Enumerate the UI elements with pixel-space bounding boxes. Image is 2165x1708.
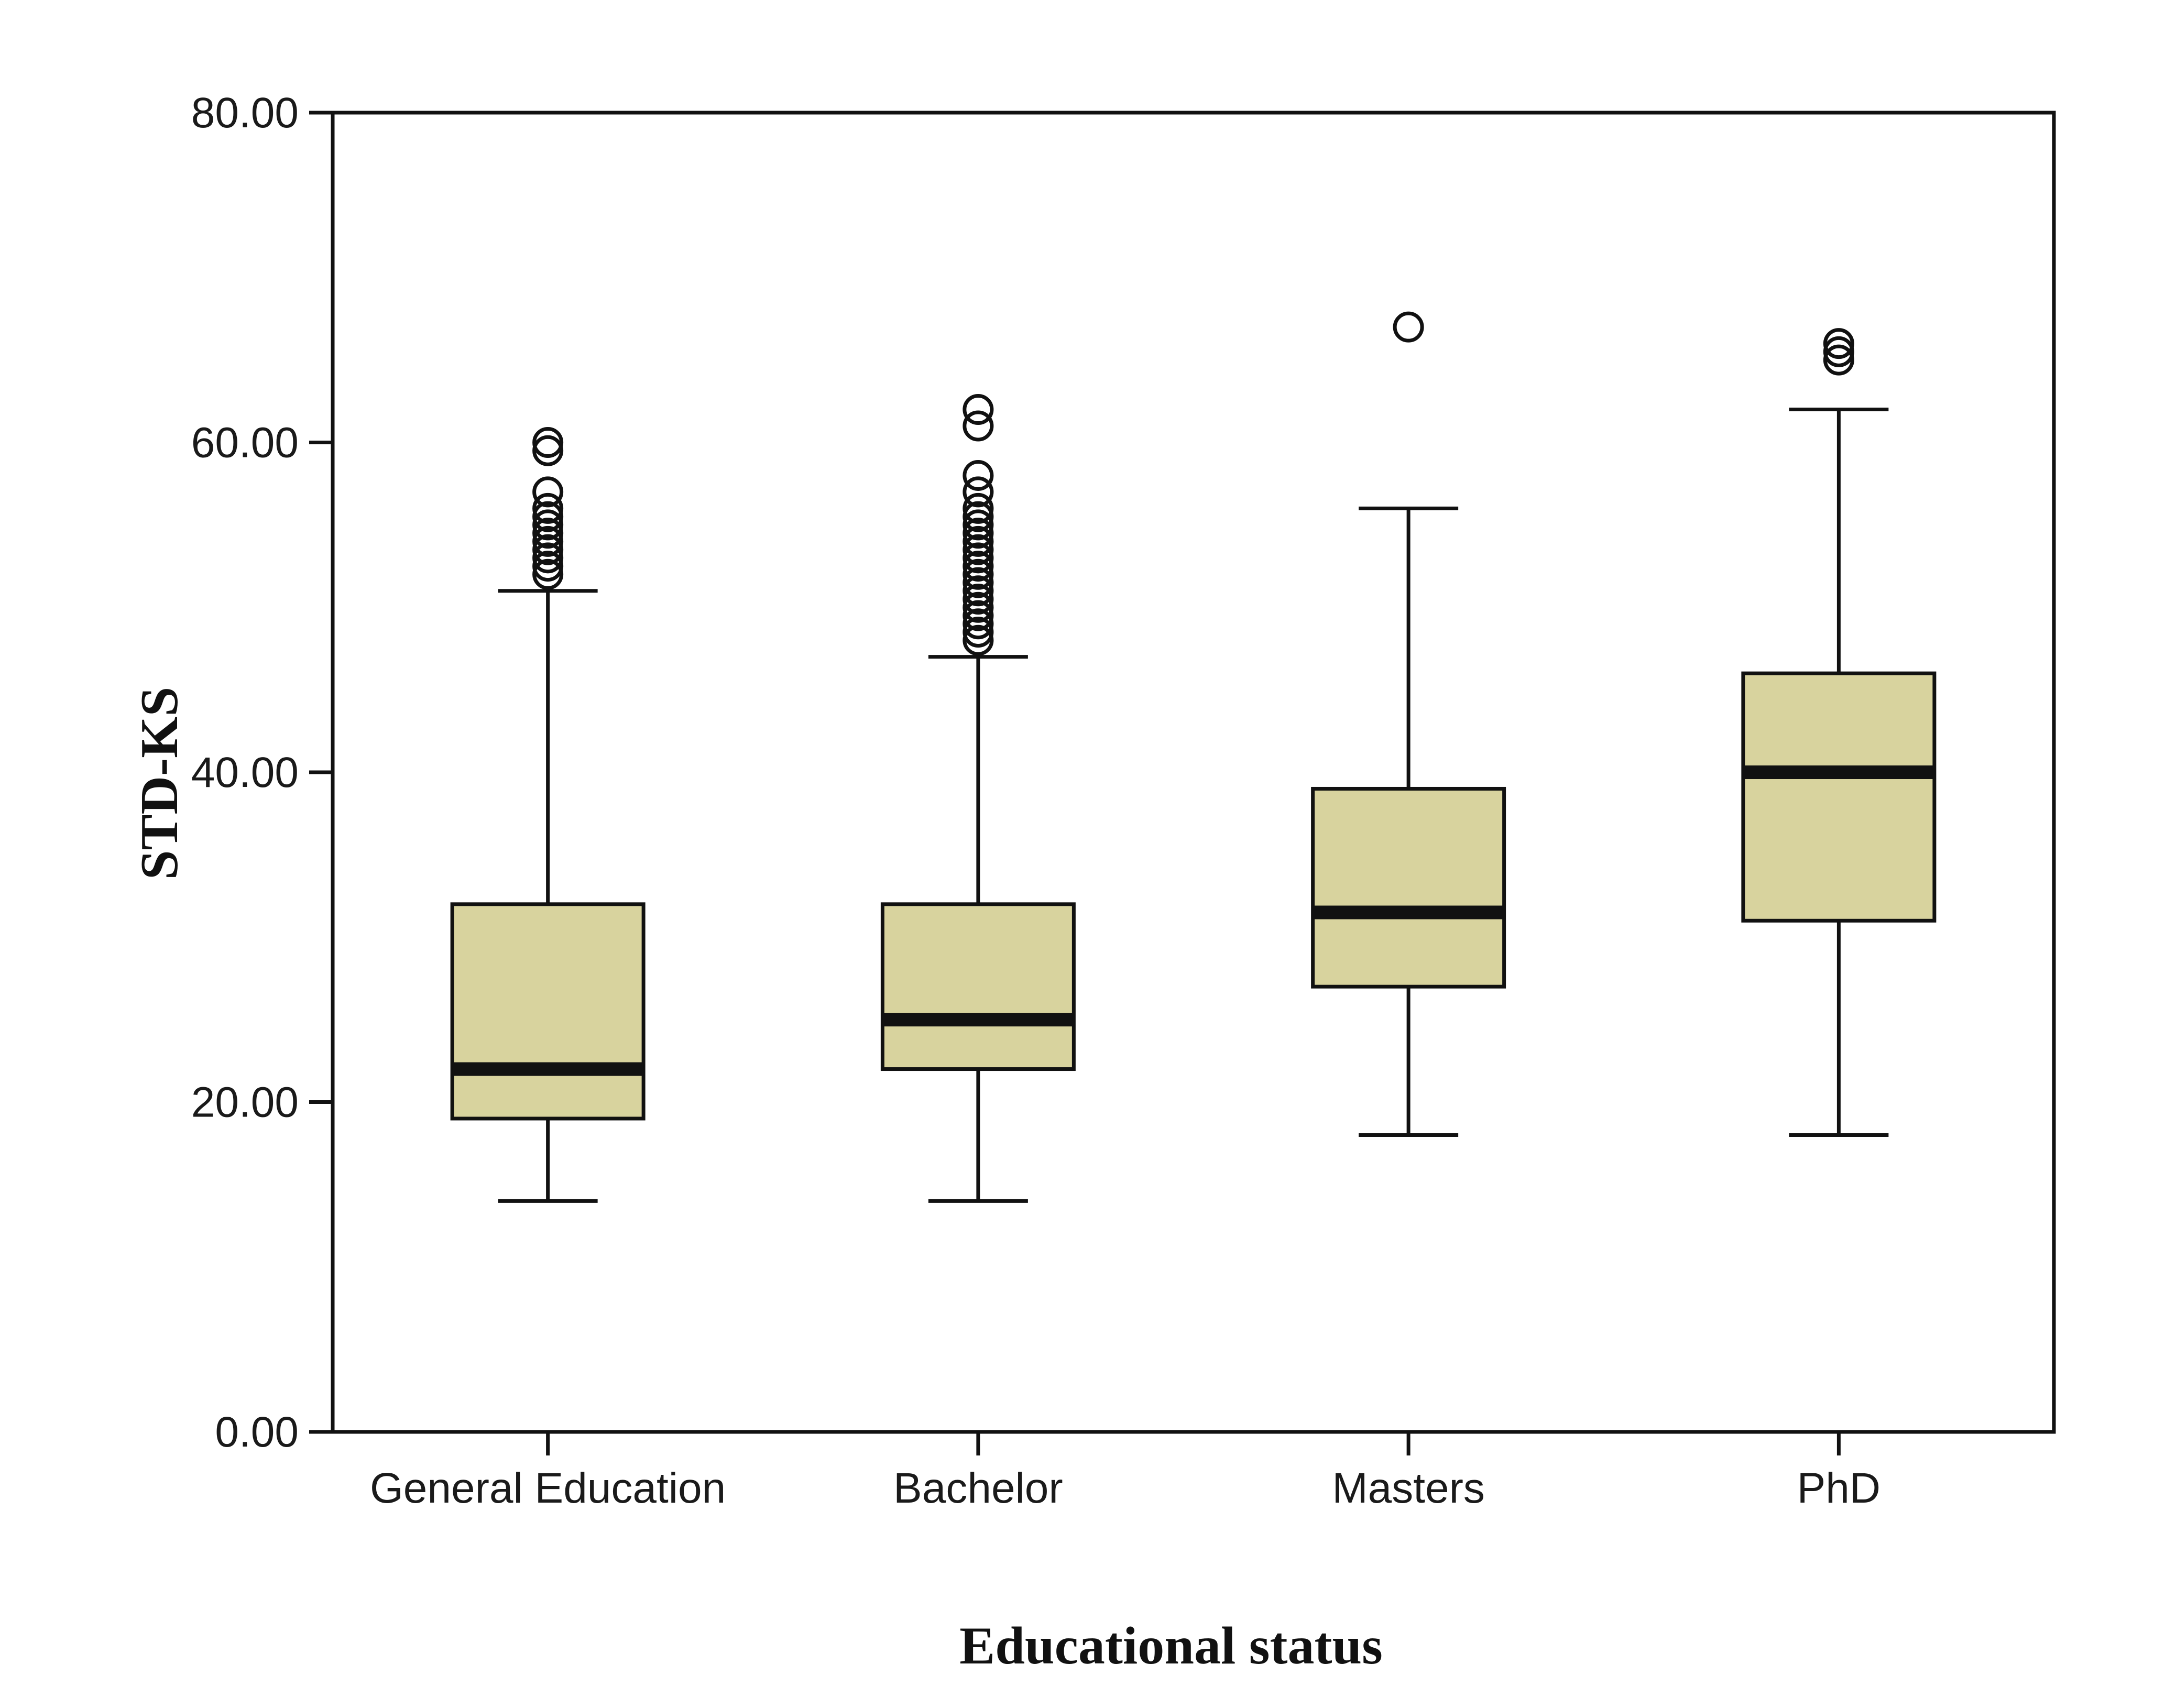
outlier-point	[963, 575, 994, 607]
outlier-point	[963, 459, 994, 491]
outlier-point	[963, 501, 994, 532]
outlier-point	[963, 559, 994, 590]
outlier-point	[532, 551, 564, 582]
outlier-point	[532, 518, 564, 549]
box-group	[450, 427, 646, 1203]
y-tick-label: 40.00	[191, 749, 299, 796]
outlier-point	[963, 509, 994, 541]
outlier-point	[532, 501, 564, 532]
box-group	[1741, 328, 1937, 1137]
outlier-point	[963, 567, 994, 598]
outlier-point	[532, 542, 564, 574]
outlier-point	[532, 509, 564, 541]
outlier-point	[532, 525, 564, 557]
outlier-point	[963, 525, 994, 557]
box-iqr	[450, 902, 646, 1121]
box-group	[880, 394, 1076, 1203]
outlier-point	[532, 476, 564, 508]
box-iqr	[1311, 786, 1506, 989]
outlier-point	[963, 608, 994, 640]
outlier-point	[963, 600, 994, 631]
outlier-point	[532, 435, 564, 466]
y-tick-label: 0.00	[215, 1408, 299, 1456]
box-group	[1311, 311, 1506, 1137]
outlier-point	[1823, 328, 1854, 359]
outlier-point	[963, 542, 994, 574]
x-tick-label: General Education	[370, 1464, 726, 1512]
outlier-point	[963, 592, 994, 623]
outlier-point	[963, 616, 994, 648]
outlier-point	[963, 476, 994, 508]
outlier-point	[963, 410, 994, 442]
x-tick-label: Bachelor	[893, 1464, 1063, 1512]
box-iqr	[1741, 671, 1937, 923]
outlier-point	[963, 584, 994, 615]
outlier-point	[532, 427, 564, 458]
x-tick-label: Masters	[1332, 1464, 1485, 1512]
box-series	[450, 311, 1937, 1203]
x-tick-label: PhD	[1797, 1464, 1881, 1512]
outlier-point	[532, 559, 564, 590]
outlier-point	[963, 534, 994, 565]
outlier-point	[532, 534, 564, 565]
outlier-point	[532, 492, 564, 524]
outlier-point	[963, 551, 994, 582]
x-axis: General Education Bachelor Masters PhD	[370, 1432, 1880, 1512]
outlier-point	[1823, 344, 1854, 376]
outlier-point	[1823, 336, 1854, 367]
y-tick-label: 80.00	[191, 89, 299, 137]
y-axis: 0.00 20.00 40.00 60.00 80.00	[191, 89, 333, 1456]
x-axis-title: Educational status	[959, 1616, 1383, 1676]
outlier-point	[963, 394, 994, 425]
outlier-point	[963, 518, 994, 549]
outlier-point	[963, 492, 994, 524]
outlier-point	[963, 625, 994, 656]
y-axis-title: STD-KS	[130, 687, 189, 880]
y-tick-label: 20.00	[191, 1079, 299, 1126]
box-iqr	[880, 902, 1076, 1071]
outlier-point	[1393, 311, 1424, 343]
y-tick-label: 60.00	[191, 419, 299, 467]
